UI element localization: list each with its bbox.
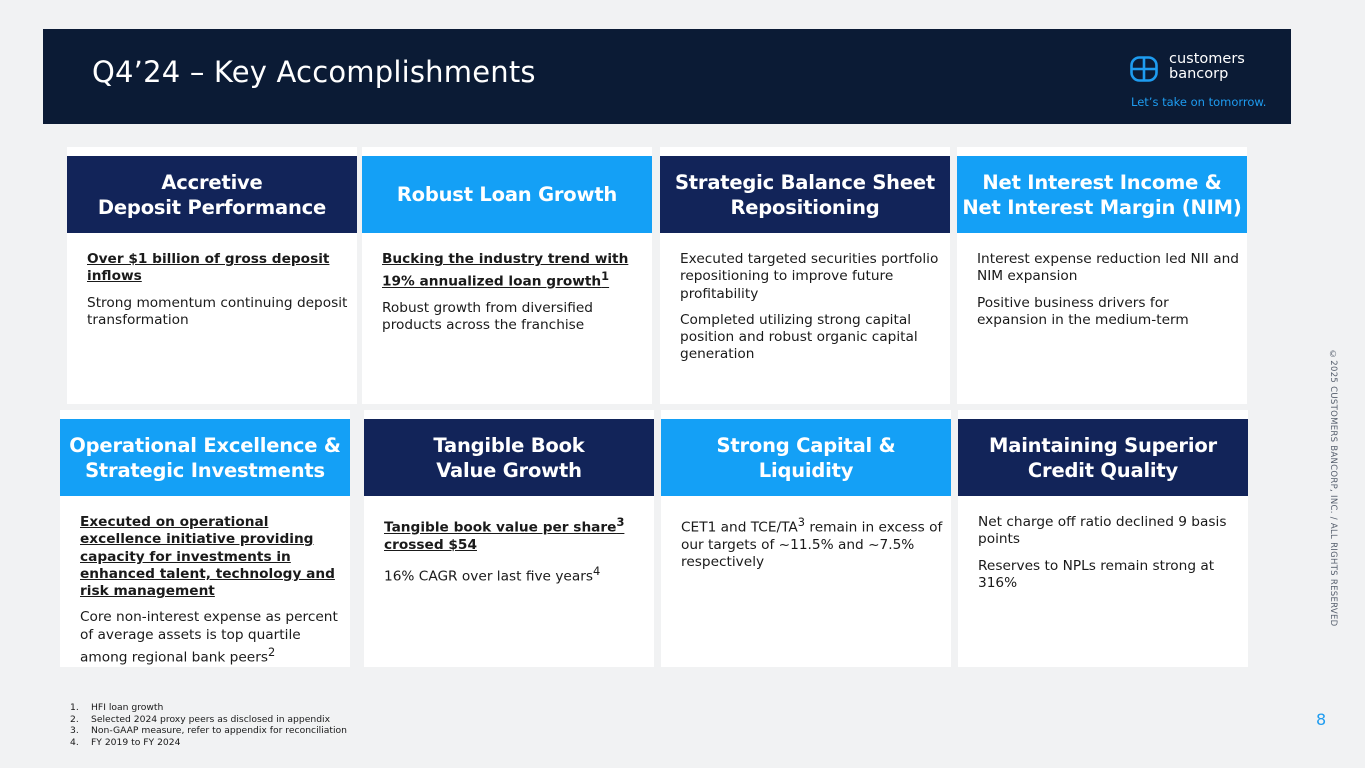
card-highlight: Executed on operational excellence initi… (80, 514, 335, 600)
footnote-item: 4. FY 2019 to FY 2024 (70, 737, 347, 749)
footnote-ref: 1 (601, 269, 610, 284)
footnote-ref: 3 (616, 515, 625, 529)
card-body: Interest expense reduction led NII and N… (977, 251, 1239, 338)
card-text-content: Core non-interest expense as percent of … (80, 609, 338, 666)
card-title: Strategic Balance Sheet Repositioning (660, 156, 950, 233)
footnote-number: 1. (70, 702, 79, 713)
card-highlight: Over $1 billion of gross deposit inflows (87, 251, 330, 285)
card-text: Core non-interest expense as percent of … (80, 609, 342, 666)
card-text: Completed utilizing strong capital posit… (680, 311, 918, 363)
copyright-note: ©2025 CUSTOMERS BANCORP, INC. / ALL RIGH… (1328, 350, 1338, 627)
card-balance-sheet: Strategic Balance Sheet Repositioning Ex… (660, 147, 950, 404)
card-text: CET1 and TCE/TA3 remain in excess of our… (681, 514, 943, 571)
card-credit-quality: Maintaining Superior Credit Quality Net … (958, 410, 1248, 667)
footnote-text: Selected 2024 proxy peers as disclosed i… (91, 713, 331, 725)
footnote-number: 2. (70, 713, 79, 725)
card-title: Operational Excellence & Strategic Inves… (60, 419, 350, 496)
card-title: Robust Loan Growth (362, 156, 652, 233)
footnote-item: 3. Non-GAAP measure, refer to appendix fo… (70, 725, 347, 737)
footnote-item: 1. HFI loan growth (70, 702, 347, 714)
card-title: Strong Capital & Liquidity (661, 419, 951, 496)
footnote-text: Non-GAAP measure, refer to appendix for … (91, 725, 347, 736)
card-text: Interest expense reduction led NII and N… (977, 251, 1239, 285)
logo-line-1: customers (1169, 51, 1245, 67)
card-capital-liquidity: Strong Capital & Liquidity CET1 and TCE/… (661, 410, 951, 667)
card-body: CET1 and TCE/TA3 remain in excess of our… (681, 514, 943, 580)
footnote-number: 4. (70, 736, 79, 748)
card-highlight-text-cont: crossed $54 (384, 536, 477, 553)
card-highlight-text: Bucking the industry trend with 19% annu… (382, 251, 629, 290)
card-text-content: CET1 and TCE/TA (681, 519, 798, 536)
card-text: Executed targeted securities portfolio r… (680, 251, 939, 302)
card-body: Executed on operational excellence initi… (80, 514, 342, 676)
card-text: Net charge off ratio declined 9 basis po… (978, 514, 1227, 548)
card-title: Maintaining Superior Credit Quality (958, 419, 1248, 496)
card-tangible-book-value: Tangible Book Value Growth Tangible book… (364, 410, 654, 667)
card-title: Tangible Book Value Growth (364, 419, 654, 496)
card-title: Accretive Deposit Performance (67, 156, 357, 233)
card-nii-nim: Net Interest Income & Net Interest Margi… (957, 147, 1247, 404)
card-body: Over $1 billion of gross deposit inflows… (87, 251, 349, 338)
footnote-ref: 4 (593, 564, 601, 579)
card-body: Executed targeted securities portfolio r… (680, 251, 942, 373)
logo-wordmark: customers bancorp (1169, 52, 1245, 82)
slide-title: Q4’24 – Key Accomplishments (92, 55, 536, 89)
card-body: Net charge off ratio declined 9 basis po… (978, 514, 1240, 601)
card-text: Robust growth from diversified products … (382, 300, 593, 334)
footnote-text: HFI loan growth (91, 702, 164, 713)
footnote-item: 2. Selected 2024 proxy peers as disclosed… (70, 714, 347, 726)
card-operational-excellence: Operational Excellence & Strategic Inves… (60, 410, 350, 667)
logo-mark-icon (1130, 56, 1158, 82)
footnote-text: FY 2019 to FY 2024 (91, 736, 181, 748)
card-highlight: Tangible book value per share3 crossed $… (384, 514, 646, 554)
card-title: Net Interest Income & Net Interest Margi… (957, 156, 1247, 233)
card-text-content: 16% CAGR over last five years (384, 568, 593, 585)
card-text: Reserves to NPLs remain strong at 316% (978, 557, 1215, 591)
card-highlight: Bucking the industry trend with 19% annu… (382, 251, 644, 291)
card-highlight-text: Tangible book value per share (384, 519, 617, 536)
card-text-cont: remain in excess of our targets of ~11.5… (681, 519, 943, 571)
card-body: Tangible book value per share3 crossed $… (384, 514, 646, 595)
logo-line-2: bancorp (1169, 66, 1229, 82)
footnote-ref: 3 (797, 515, 806, 529)
card-body: Bucking the industry trend with 19% annu… (382, 251, 644, 344)
footnote-number: 3. (70, 725, 79, 736)
card-accretive-deposit: Accretive Deposit Performance Over $1 bi… (67, 147, 357, 404)
tagline: Let’s take on tomorrow. (1131, 95, 1267, 109)
footnote-ref: 2 (267, 645, 276, 660)
card-text: 16% CAGR over last five years4 (384, 563, 646, 586)
card-text: Positive business drivers for expansion … (977, 294, 1189, 328)
footnotes: 1. HFI loan growth 2. Selected 2024 proxy … (70, 702, 347, 748)
card-text: Strong momentum continuing deposit trans… (87, 294, 348, 328)
slide-header: Q4’24 – Key Accomplishments customers ba… (43, 29, 1291, 124)
card-loan-growth: Robust Loan Growth Bucking the industry … (362, 147, 652, 404)
company-logo: customers bancorp Let’s take on tomorrow… (1130, 51, 1280, 111)
page-number: 8 (1316, 710, 1327, 729)
